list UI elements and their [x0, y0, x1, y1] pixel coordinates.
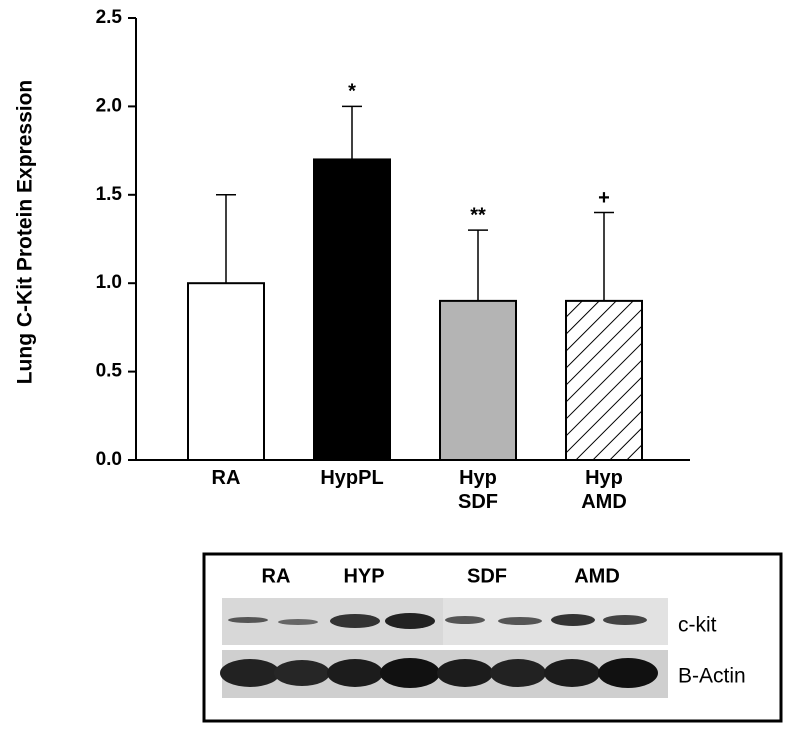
y-tick-label: 1.5: [96, 184, 123, 205]
bar: [439, 299, 517, 461]
annotation: +: [598, 187, 610, 209]
y-tick-label: 2.5: [96, 7, 123, 28]
bar: [565, 299, 643, 461]
blot-lane-label: HYP: [343, 565, 384, 587]
y-tick-label: 0.0: [96, 449, 122, 470]
blot-lane-label: RA: [262, 565, 291, 587]
y-tick-label: 2.0: [96, 95, 122, 116]
blot: [202, 552, 783, 723]
blot-lane-label: SDF: [467, 565, 507, 587]
annotation: **: [470, 204, 486, 226]
y-tick-label: 1.0: [96, 272, 122, 293]
y-tick-label: 0.5: [96, 361, 123, 382]
x-tick-label: Hyp SDF: [458, 467, 498, 513]
bar: [187, 282, 265, 462]
x-tick-label: HypPL: [320, 467, 384, 489]
blot-lane-label: AMD: [574, 565, 620, 587]
x-tick-label: Hyp AMD: [581, 467, 627, 513]
annotation: *: [348, 81, 356, 103]
x-tick-label: RA: [211, 467, 241, 489]
bar: [313, 158, 391, 461]
y-axis-label: Lung C-Kit Protein Expression: [14, 80, 37, 385]
blot-row-label: B-Actin: [678, 665, 746, 688]
blot-row-label: c-kit: [678, 614, 717, 637]
